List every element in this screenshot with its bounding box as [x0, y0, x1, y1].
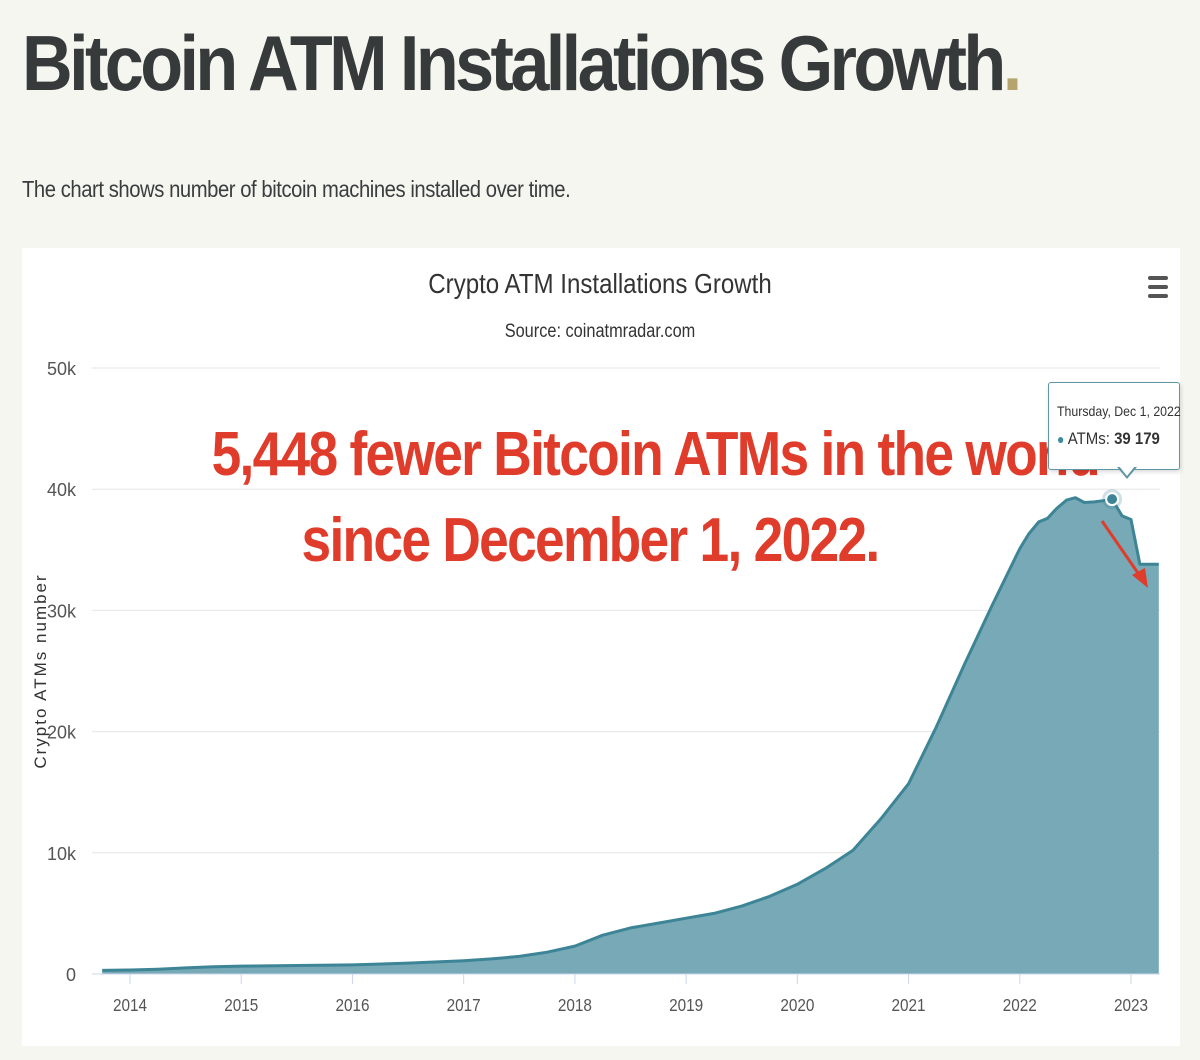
y-axis-title: Crypto ATMs number: [31, 573, 50, 768]
x-tick-label: 2015: [224, 995, 258, 1015]
annotation-arrow-head: [1132, 568, 1148, 588]
x-tick-label: 2022: [1003, 995, 1037, 1015]
y-tick-label: 40k: [47, 480, 77, 500]
y-tick-label: 10k: [47, 844, 77, 864]
x-tick-label: 2023: [1114, 995, 1148, 1015]
highlight-point: [1105, 492, 1120, 507]
x-tick-label: 2016: [335, 995, 369, 1015]
annotation-arrow-shaft: [1100, 520, 1142, 577]
y-tick-label: 20k: [47, 723, 77, 743]
hamburger-menu-icon-bar[interactable]: [1148, 294, 1168, 298]
x-tick-label: 2018: [558, 995, 592, 1015]
x-tick-label: 2017: [447, 995, 481, 1015]
y-tick-label: 0: [66, 965, 76, 985]
annotation-line-1: 5,448 fewer Bitcoin ATMs in the world: [211, 420, 1101, 489]
x-tick-label: 2014: [113, 995, 147, 1015]
tooltip-pointer-inner: [1119, 466, 1135, 476]
page-title: Bitcoin ATM Installations Growth.: [22, 19, 1022, 107]
x-tick-label: 2019: [669, 995, 703, 1015]
annotation-callout: 5,448 fewer Bitcoin ATMs in the world si…: [150, 412, 1101, 584]
tooltip-row: ● ATMs: 39 179: [1057, 429, 1160, 449]
chart-subtitle: Source: coinatmradar.com: [505, 320, 696, 341]
series-line: [102, 496, 1159, 972]
series-area: [102, 497, 1159, 974]
page-subtitle: The chart shows number of bitcoin machin…: [22, 176, 571, 202]
y-tick-label: 30k: [47, 601, 77, 621]
hamburger-menu-icon[interactable]: [1148, 276, 1168, 280]
series-marker-icon: ●: [1057, 431, 1065, 447]
chart-menu-button[interactable]: [1148, 276, 1168, 302]
tooltip-series-label: ATMs:: [1067, 429, 1110, 448]
x-tick-label: 2020: [780, 995, 814, 1015]
tooltip-date: Thursday, Dec 1, 2022: [1057, 403, 1181, 419]
chart-title: Crypto ATM Installations Growth: [428, 267, 771, 299]
annotation-line-2: since December 1, 2022.: [301, 506, 881, 575]
hamburger-menu-icon-bar[interactable]: [1148, 285, 1168, 289]
y-tick-label: 50k: [47, 359, 77, 379]
tooltip-value: 39 179: [1114, 429, 1160, 448]
x-tick-label: 2021: [892, 995, 926, 1015]
data-tooltip: Thursday, Dec 1, 2022 ● ATMs: 39 179: [1048, 382, 1181, 470]
title-dot: .: [1002, 19, 1022, 107]
